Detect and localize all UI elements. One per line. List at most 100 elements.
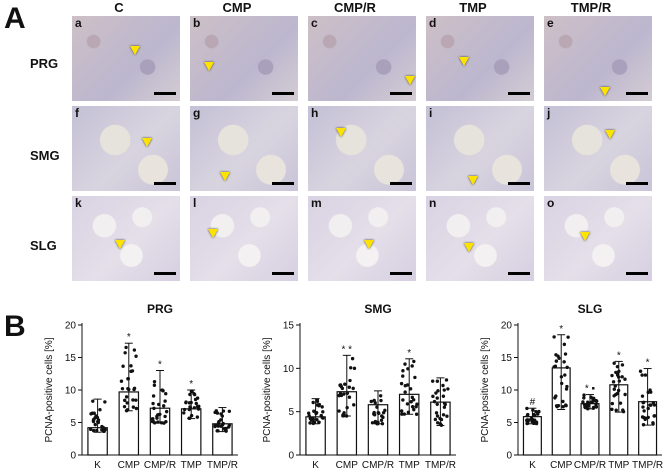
data-point <box>530 417 535 422</box>
micrograph-tile: i <box>426 106 534 191</box>
y-tick-label: 15 <box>65 353 77 364</box>
x-tick-label: CMP/R <box>362 460 394 471</box>
data-point <box>338 391 343 396</box>
data-point <box>125 408 130 412</box>
arrowhead-icon <box>208 229 218 238</box>
data-point <box>312 420 316 425</box>
data-point <box>159 421 164 425</box>
data-point <box>651 401 656 405</box>
data-point <box>525 421 529 426</box>
data-point <box>594 405 599 409</box>
data-point <box>646 406 650 411</box>
data-point <box>90 411 95 415</box>
data-point <box>610 373 614 378</box>
data-point <box>134 406 139 411</box>
significance-marker: * <box>127 332 131 343</box>
data-point <box>373 420 378 424</box>
data-point <box>337 393 341 398</box>
micrograph-tile: d <box>426 16 534 101</box>
data-point <box>342 392 346 396</box>
data-point <box>152 406 156 411</box>
data-point <box>162 421 166 425</box>
data-point <box>347 385 351 389</box>
data-point <box>380 421 385 426</box>
y-tick-label: 15 <box>501 353 513 364</box>
data-point <box>224 426 228 431</box>
y-tick-label: 20 <box>65 321 77 332</box>
data-point <box>103 427 107 432</box>
column-header-c: C <box>114 0 124 15</box>
data-point <box>590 400 594 404</box>
scale-bar <box>508 92 530 95</box>
micrograph-tile: g <box>190 106 298 191</box>
arrowhead-icon <box>605 130 615 139</box>
data-point <box>409 400 413 404</box>
data-point <box>94 414 98 419</box>
data-point <box>342 414 346 418</box>
tile-letter: o <box>547 196 555 210</box>
data-point <box>150 419 155 424</box>
data-point <box>621 408 625 412</box>
column-header-tmp-r: TMP/R <box>570 0 612 15</box>
data-point <box>408 387 413 391</box>
data-point <box>441 383 445 388</box>
data-point <box>410 395 415 400</box>
arrowhead-icon <box>220 172 230 181</box>
data-point <box>227 409 232 413</box>
data-point <box>163 414 167 419</box>
arrowhead-icon <box>204 62 214 71</box>
micrograph-tile: j <box>544 106 652 191</box>
data-point <box>406 410 411 415</box>
data-point <box>95 415 100 420</box>
data-point <box>216 423 220 427</box>
tile-letter: a <box>75 16 82 30</box>
data-point <box>531 421 536 425</box>
data-point <box>564 403 568 407</box>
tile-letter: i <box>429 106 433 120</box>
data-point <box>434 411 439 415</box>
data-point <box>554 359 559 363</box>
data-point <box>151 417 155 421</box>
data-point <box>151 401 155 406</box>
data-point <box>190 389 194 393</box>
data-point <box>125 401 129 405</box>
data-point <box>525 419 530 424</box>
data-point <box>432 399 437 404</box>
data-point <box>641 423 646 427</box>
data-point <box>587 401 591 405</box>
data-point <box>369 399 373 404</box>
data-point <box>337 409 341 413</box>
arrowhead-icon <box>580 232 590 241</box>
data-point <box>374 420 379 425</box>
chart-title: SMG <box>364 302 391 316</box>
data-point <box>643 373 648 377</box>
data-point <box>621 409 626 414</box>
data-point <box>372 410 376 415</box>
data-point <box>192 406 197 410</box>
data-point <box>582 396 586 400</box>
data-point <box>314 411 318 416</box>
data-point <box>339 393 344 398</box>
data-point <box>134 354 138 358</box>
data-point <box>124 345 128 350</box>
tile-letter: j <box>547 106 551 120</box>
y-axis-label: PCNA-positive cells [%] <box>480 337 491 442</box>
data-point <box>566 335 570 339</box>
data-point <box>376 410 380 415</box>
data-point <box>89 412 93 416</box>
data-point <box>373 401 377 405</box>
data-point <box>94 414 98 418</box>
data-point <box>317 402 322 407</box>
data-point <box>93 416 97 420</box>
scale-bar <box>272 272 294 275</box>
data-point <box>227 423 232 428</box>
data-point <box>652 414 657 418</box>
data-point <box>187 401 192 405</box>
data-point <box>320 415 324 420</box>
data-point <box>530 419 534 423</box>
bar <box>430 401 451 456</box>
data-point <box>441 413 446 417</box>
row-header-slg: SLG <box>30 238 57 253</box>
panel-a-label: A <box>4 2 26 35</box>
arrowhead-icon <box>600 87 610 96</box>
